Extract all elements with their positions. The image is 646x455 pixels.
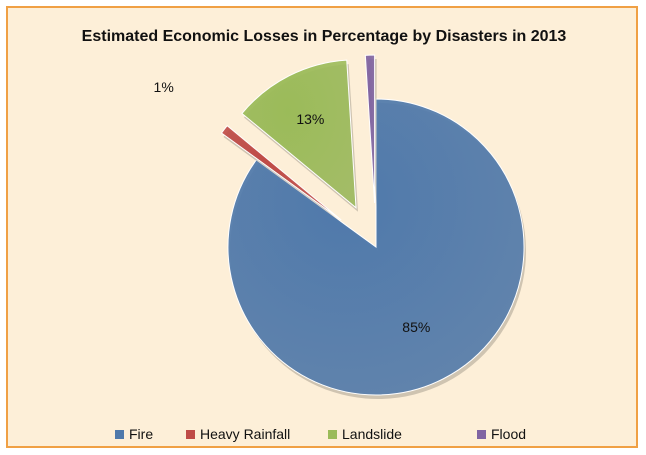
legend-item-heavy-rainfall: Heavy Rainfall (186, 426, 290, 442)
legend-item-fire: Fire (115, 426, 153, 442)
data-label-landslide: 13% (296, 111, 324, 127)
data-label-fire: 85% (402, 319, 430, 335)
legend-swatch-landslide (328, 429, 337, 439)
pie-slice-fire (227, 98, 525, 396)
legend-item-landslide: Landslide (328, 426, 402, 442)
pie-chart: 85%1%13%1% (154, 54, 526, 400)
pie-slice-heavy-rainfall (220, 124, 342, 221)
legend-label-heavy-rainfall: Heavy Rainfall (200, 426, 291, 442)
pie-slice-landslide (241, 59, 357, 209)
pie-slice-flood (364, 54, 376, 204)
legend-label-landslide: Landslide (342, 426, 402, 442)
chart-frame: Estimated Economic Losses in Percentage … (6, 6, 638, 448)
legend-item-flood: Flood (477, 426, 526, 442)
legend-swatch-fire (115, 429, 124, 439)
chart-legend: Fire Heavy Rainfall Landslide Flood (8, 426, 640, 446)
legend-label-flood: Flood (491, 426, 527, 442)
legend-swatch-flood (477, 429, 486, 439)
chart-title: Estimated Economic Losses in Percentage … (81, 28, 567, 45)
data-label-heavy-rainfall: 1% (154, 79, 174, 95)
legend-label-fire: Fire (129, 426, 154, 442)
legend-swatch-heavy-rainfall (186, 429, 195, 439)
